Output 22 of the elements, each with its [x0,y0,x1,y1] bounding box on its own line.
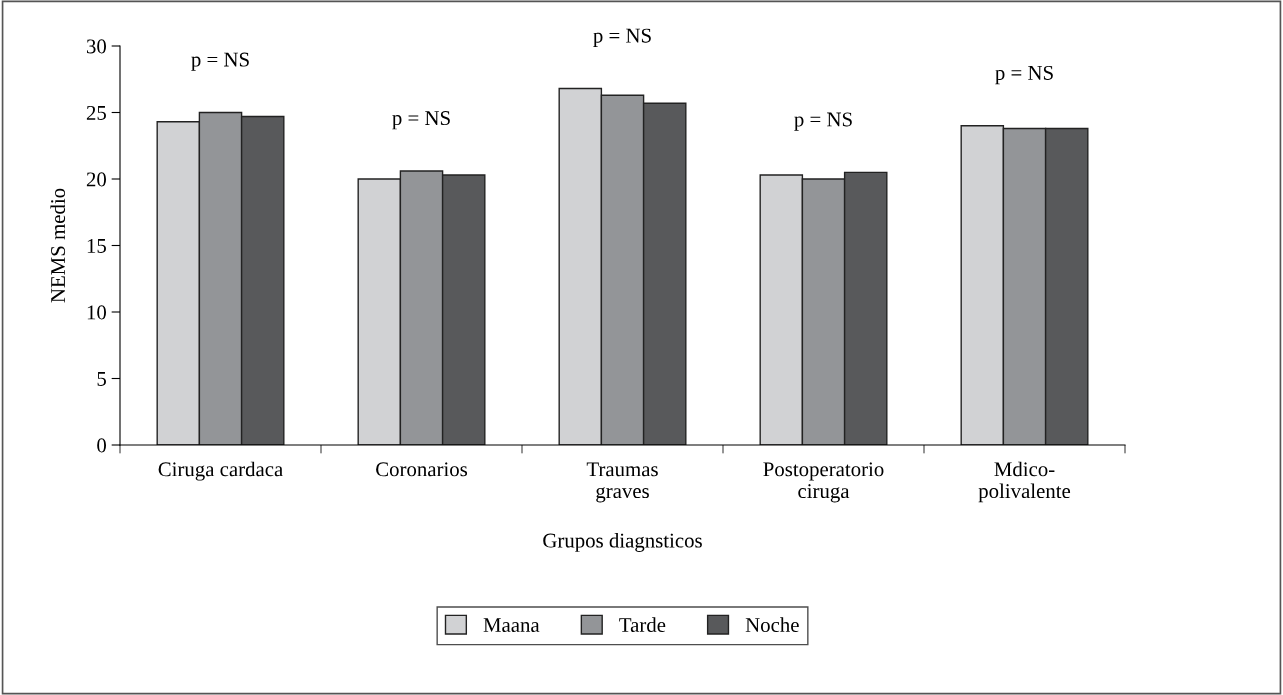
y-axis-title: NEMS medio [50,188,66,303]
legend-label: Tarde [619,617,666,633]
annotation: p = NS [191,52,249,71]
legend-label: Maana [483,618,540,633]
x-tick-label: Mdico- polivalente [978,461,1071,503]
y-tick-label: 20 [86,172,107,187]
annotation: p = NS [392,111,450,130]
x-tick-label: Ciruga cardaca [158,461,283,481]
annotation: p = NS [995,65,1053,85]
x-tick-label: Coronarios [376,462,468,477]
annotation: p = NS [794,112,852,131]
legend-label: Noche [745,617,799,633]
x-axis-title: Grupos diagnsticos [543,532,702,552]
y-tick-label: 5 [97,372,106,386]
y-tick-label: 15 [87,238,106,253]
y-tick-label: 25 [86,105,106,120]
x-tick-label: Traumas graves [586,462,658,503]
y-tick-label: 10 [87,305,107,320]
y-tick-label: 0 [97,438,107,453]
y-tick-label: 30 [86,39,107,54]
annotation: p = NS [593,28,651,47]
x-tick-label: Postoperatorio ciruga [763,462,884,503]
